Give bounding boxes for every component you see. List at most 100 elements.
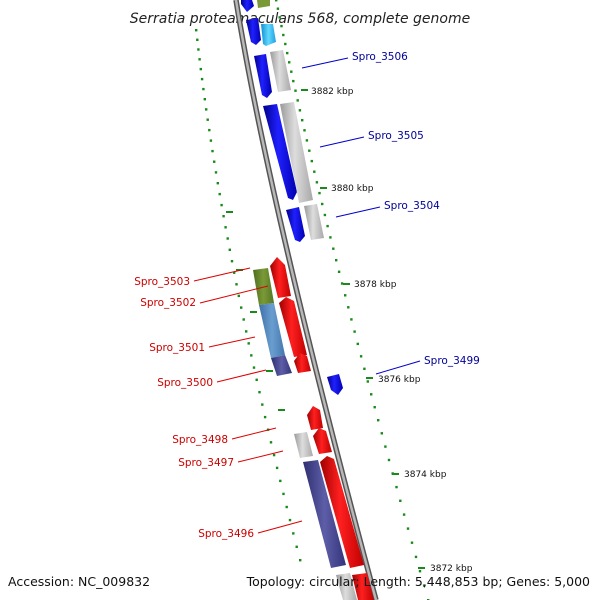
scale-dot [202, 87, 205, 91]
scale-dot [209, 139, 213, 142]
gene-arrow-spro-3497[interactable] [313, 428, 332, 454]
tick-label: 3882 kbp [311, 87, 354, 97]
scale-dot [321, 202, 324, 206]
scale-dot [282, 33, 285, 37]
gene-arrow[interactable] [286, 207, 305, 242]
scale-dot [206, 118, 209, 121]
scale-dot [290, 70, 293, 73]
tick-label: 3880 kbp [331, 184, 374, 194]
gene-label-spro-3504[interactable]: Spro_3504 [384, 200, 440, 212]
gene-label-spro-3503[interactable]: Spro_3503 [134, 276, 190, 288]
gene-arrow[interactable] [270, 50, 291, 92]
scale-dot [301, 119, 304, 122]
gene-arrow[interactable] [254, 54, 272, 98]
scale-dot [292, 79, 295, 83]
gene-arrow[interactable] [304, 204, 324, 240]
scale-dot [282, 492, 285, 496]
gene-arrow[interactable] [263, 104, 297, 200]
scale-dot [363, 367, 366, 370]
gene-arrow-spro-3498[interactable] [307, 406, 323, 430]
gene-arrow[interactable] [246, 18, 261, 45]
gene-block-spro-3496[interactable] [303, 460, 346, 568]
scale-dot [337, 270, 341, 273]
scale-dot [255, 378, 258, 381]
gene-block-spro-3501[interactable] [259, 303, 285, 358]
scale-dot [245, 330, 248, 333]
tick-label: 3878 kbp [354, 280, 397, 290]
scale-dot [237, 294, 240, 298]
gene-arrow-spro-3499[interactable] [327, 374, 343, 395]
gene-arrow[interactable] [280, 102, 313, 203]
scale-dot [318, 191, 321, 195]
scale-dot [196, 38, 199, 41]
genome-backbone [233, 0, 379, 600]
scale-dot [278, 16, 281, 19]
gene-arrow[interactable] [294, 353, 311, 373]
gene-label-spro-3496[interactable]: Spro_3496 [198, 528, 254, 540]
scale-dot [220, 203, 223, 207]
gene-label-spro-3498[interactable]: Spro_3498 [172, 434, 228, 446]
gene-label-spro-3499[interactable]: Spro_3499 [424, 355, 480, 367]
scale-dot [310, 159, 313, 163]
scale-dot [340, 282, 344, 285]
gene-arrow[interactable] [241, 0, 254, 12]
scale-dot [418, 570, 422, 573]
scale-dot [240, 306, 243, 309]
scale-dot [370, 393, 373, 396]
scale-dot [288, 61, 291, 64]
scale-dot [347, 306, 350, 309]
scale-dot [295, 545, 298, 548]
gene-block-spro-3500[interactable] [271, 355, 292, 376]
gene-labels: Spro_3506 Spro_3505 Spro_3504 Spro_3503 … [134, 51, 480, 540]
scale-dot [292, 532, 295, 535]
scale-dot [230, 260, 234, 263]
scale-dot [366, 380, 369, 383]
scale-dot [395, 485, 398, 489]
reverse-strand-genes [253, 257, 374, 600]
scale-dot [315, 181, 319, 184]
scale-dot [344, 294, 347, 297]
scale-dot [305, 139, 309, 142]
gene-label-spro-3505[interactable]: Spro_3505 [368, 130, 424, 142]
gene-arrow[interactable] [279, 297, 307, 357]
scale-dot [288, 518, 292, 522]
tick-label: 3874 kbp [404, 470, 447, 480]
gene-arrow[interactable] [257, 0, 270, 8]
scale-dot [203, 98, 206, 101]
gene-block-spro-3503[interactable] [253, 268, 274, 305]
gene-block[interactable] [294, 432, 313, 458]
scale-dot [252, 366, 256, 369]
scale-dot [303, 129, 306, 132]
accession-text: Accession: NC_009832 [8, 574, 150, 589]
scale-dot [286, 51, 289, 55]
gene-label-spro-3497[interactable]: Spro_3497 [178, 457, 234, 469]
gene-label-spro-3502[interactable]: Spro_3502 [140, 297, 196, 309]
gene-block[interactable] [336, 573, 357, 600]
forward-strand-genes [241, 0, 343, 395]
scale-dot [275, 466, 279, 470]
gene-arrow[interactable] [320, 456, 364, 568]
gene-label-spro-3506[interactable]: Spro_3506 [352, 51, 408, 63]
gene-label-spro-3501[interactable]: Spro_3501 [149, 342, 205, 354]
scale-dot [269, 441, 273, 444]
scale-dot [275, 0, 278, 2]
scale-dot [373, 406, 376, 409]
scale-dot [422, 584, 426, 587]
scale-dot [402, 513, 406, 516]
scale-dot [218, 192, 221, 196]
scale-dot [228, 248, 231, 251]
scale-dot [285, 505, 288, 509]
gene-arrow[interactable] [261, 24, 276, 46]
scale-dot [242, 318, 245, 321]
gene-label-spro-3500[interactable]: Spro_3500 [157, 377, 213, 389]
scale-dot [380, 432, 383, 435]
scale-dot [214, 171, 218, 174]
gene-arrow[interactable] [352, 573, 374, 600]
scale-dot [280, 24, 283, 28]
tick-label: 3876 kbp [378, 375, 421, 385]
scale-dot [247, 342, 250, 345]
scale-dot [299, 559, 302, 562]
gene-arrow-spro-3502[interactable] [270, 257, 291, 298]
scale-dot [399, 499, 402, 502]
